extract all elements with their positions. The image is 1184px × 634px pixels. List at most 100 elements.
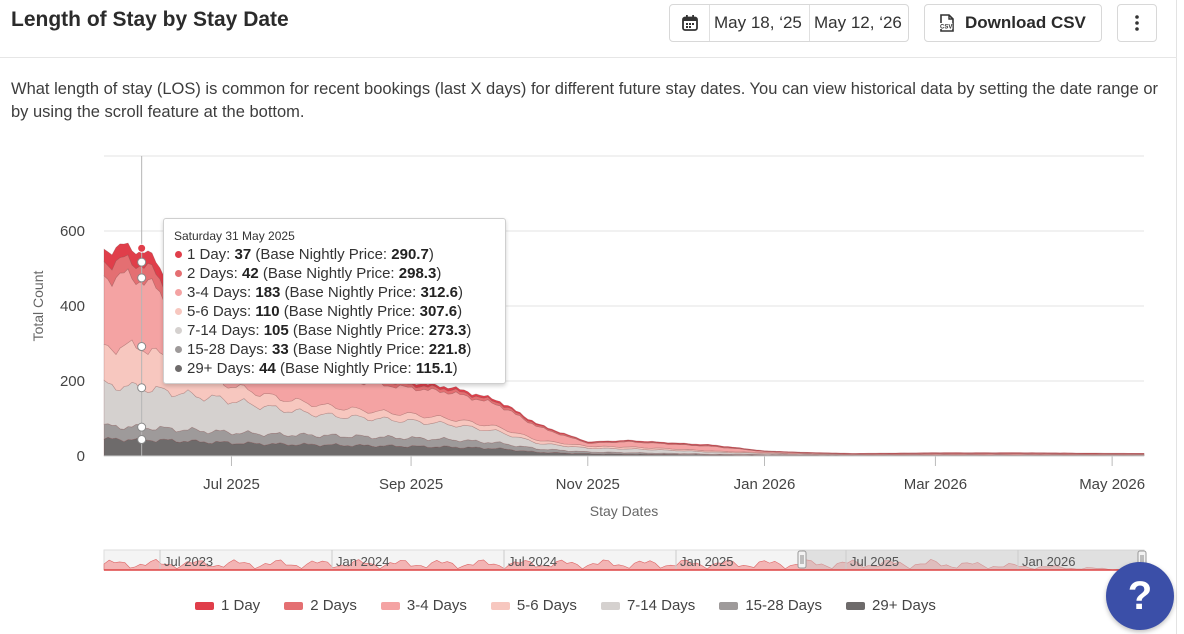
start-date-input[interactable]: May 18, ‘25	[710, 5, 810, 41]
more-options-button[interactable]	[1117, 4, 1157, 42]
tooltip-row: 15-28 Days: 33 (Base Nightly Price: 221.…	[174, 340, 495, 359]
legend-item-7-14-days[interactable]: 7-14 Days	[600, 597, 696, 614]
help-button[interactable]: ?	[1106, 562, 1174, 630]
tooltip-price-label: (Base Nightly Price:	[279, 303, 420, 320]
tooltip-paren: )	[436, 265, 442, 282]
y-tick-label: 200	[60, 373, 85, 390]
tooltip-row: 5-6 Days: 110 (Base Nightly Price: 307.6…	[174, 302, 495, 321]
legend-swatch	[195, 601, 214, 610]
tooltip-price-label: (Base Nightly Price:	[258, 265, 399, 282]
tooltip-dot-icon	[175, 270, 182, 278]
axes: 0 200 400 600 Total Count Jul 2025 Sep 2025 Nov…	[30, 223, 1145, 519]
tooltip-series-name: 15-28 Days:	[187, 341, 273, 358]
legend-swatch	[846, 601, 866, 610]
tooltip-series-name: 3-4 Days:	[187, 284, 256, 301]
tooltip-dot-icon	[175, 251, 182, 259]
hover-point	[137, 422, 147, 432]
tooltip-paren: )	[466, 341, 472, 358]
csv-file-icon: CSV	[939, 14, 954, 32]
tooltip-count: 105	[263, 322, 289, 339]
tooltip-price-label: (Base Nightly Price:	[288, 322, 429, 339]
tooltip-paren: )	[457, 284, 463, 301]
date-range-picker[interactable]: May 18, ‘25 May 12, ‘26	[669, 4, 909, 42]
tooltip-paren: )	[452, 360, 458, 377]
panel-header: Length of Stay by Stay Date May 18, ‘25 …	[0, 0, 1177, 58]
x-tick-label: Jan 2026	[734, 476, 796, 493]
tooltip-count: 44	[259, 360, 276, 377]
tooltip-dot-icon	[175, 327, 182, 335]
navigator-selection	[802, 550, 1144, 570]
tooltip-price: 273.3	[428, 322, 467, 339]
area-series	[103, 242, 1145, 457]
tooltip-count: 42	[242, 265, 259, 282]
tooltip-dot-icon	[175, 346, 182, 354]
tooltip-paren: )	[466, 322, 472, 339]
legend-label: 3-4 Days	[406, 597, 467, 614]
tooltip-price: 298.3	[398, 265, 437, 282]
tooltip-count: 37	[234, 246, 252, 263]
tooltip-series-name: 1 Day:	[187, 246, 235, 263]
legend-swatch	[284, 601, 304, 610]
chart-tooltip: Saturday 31 May 2025 1 Day: 37 (Base Nig…	[163, 218, 506, 384]
tooltip-series-name: 2 Days:	[187, 265, 243, 282]
help-question-icon: ?	[1127, 573, 1153, 618]
tooltip-row: 29+ Days: 44 (Base Nightly Price: 115.1)	[174, 359, 495, 378]
tooltip-dot-icon	[175, 289, 182, 297]
navigator-handle[interactable]	[797, 550, 807, 569]
download-csv-button[interactable]: CSV Download CSV	[924, 4, 1102, 42]
tooltip-price-label: (Base Nightly Price:	[280, 284, 421, 301]
tooltip-price: 115.1	[415, 360, 453, 377]
tooltip-series-name: 7-14 Days:	[187, 322, 264, 339]
legend-label: 7-14 Days	[626, 597, 696, 614]
tooltip-row: 3-4 Days: 183 (Base Nightly Price: 312.6…	[174, 283, 495, 302]
tooltip-count: 110	[255, 303, 280, 320]
navigator-label: Jul 2025	[850, 554, 899, 569]
legend-swatch	[719, 601, 739, 610]
end-date-input[interactable]: May 12, ‘26	[814, 13, 902, 32]
vertical-dots-icon	[1135, 15, 1139, 31]
legend-item-29-days[interactable]: 29+ Days	[846, 597, 936, 614]
legend-item-15-28-days[interactable]: 15-28 Days	[719, 597, 822, 614]
navigator-label: Jan 2024	[336, 554, 390, 569]
y-tick-label: 600	[60, 223, 85, 240]
tooltip-count: 33	[272, 341, 289, 358]
hover-point	[137, 243, 147, 253]
legend-label: 2 Days	[310, 597, 357, 614]
hover-point	[137, 383, 147, 393]
svg-text:CSV: CSV	[940, 25, 952, 31]
tooltip-row: 1 Day: 37 (Base Nightly Price: 290.7)	[174, 245, 495, 264]
x-tick-label: Jul 2025	[203, 476, 260, 493]
legend-item-3-4-days[interactable]: 3-4 Days	[380, 597, 467, 614]
x-tick-label: May 2026	[1079, 476, 1145, 493]
tooltip-price: 307.6	[419, 303, 458, 320]
chart-legend: 1 Day 2 Days 3-4 Days 5-6 Days 7-14 Days 15-2…	[195, 597, 960, 614]
crosshair	[137, 156, 147, 456]
stacked-area-chart[interactable]: 0 200 400 600 Total Count Jul 2025 Sep 2025 Nov…	[0, 140, 1177, 580]
legend-swatch	[600, 601, 620, 610]
calendar-icon[interactable]	[670, 5, 710, 41]
tooltip-price: 312.6	[420, 284, 458, 301]
legend-item-1-day[interactable]: 1 Day	[195, 597, 260, 614]
download-csv-label: Download CSV	[965, 13, 1086, 32]
x-tick-label: Sep 2025	[379, 476, 443, 493]
legend-label: 1 Day	[221, 597, 261, 614]
tooltip-series-name: 5-6 Days:	[187, 303, 256, 320]
tooltip-date: Saturday 31 May 2025	[174, 229, 295, 243]
tooltip-paren: )	[457, 303, 463, 320]
legend-label: 15-28 Days	[745, 597, 823, 614]
tooltip-price-label: (Base Nightly Price:	[275, 360, 416, 377]
tooltip-price: 221.8	[428, 341, 467, 358]
tooltip-row: 2 Days: 42 (Base Nightly Price: 298.3)	[174, 264, 495, 283]
navigator-label: Jan 2026	[1022, 554, 1076, 569]
tooltip-count: 183	[255, 284, 281, 301]
tooltip-series-name: 29+ Days:	[187, 360, 260, 377]
navigator: Jul 2023 Jan 2024 Jul 2024 Jan 2025 Jul 2025…	[103, 549, 1147, 571]
navigator-label: Jan 2025	[680, 554, 734, 569]
hover-point	[137, 257, 147, 267]
y-tick-label: 0	[77, 448, 85, 465]
tooltip-dot-icon	[175, 365, 182, 373]
legend-item-5-6-days[interactable]: 5-6 Days	[490, 597, 577, 614]
y-axis-title: Total Count	[30, 270, 46, 341]
legend-item-2-days[interactable]: 2 Days	[284, 597, 357, 614]
